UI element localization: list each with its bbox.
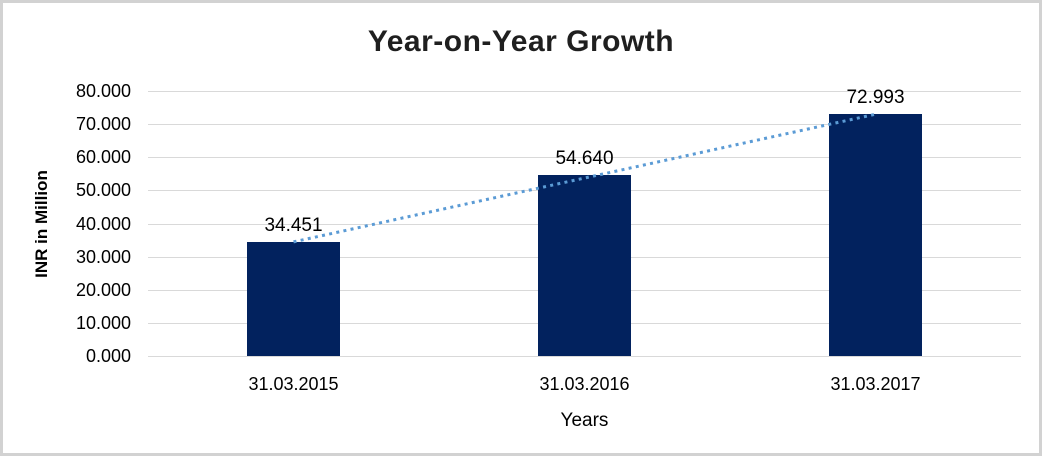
- y-tick-label: 20.000: [75, 279, 131, 300]
- y-axis-labels: 80.000 70.000 60.000 50.000 40.000 30.000 20.0…: [3, 3, 131, 453]
- y-tick-label: 0.000: [85, 346, 131, 366]
- gridline: [148, 356, 1021, 357]
- y-tick-label: 50.000: [75, 180, 131, 201]
- y-tick-label: 30.000: [75, 246, 131, 267]
- chart-title: Year-on-Year Growth: [367, 25, 675, 58]
- x-tick-label: 31.03.2015: [248, 374, 339, 394]
- bar: [247, 241, 340, 356]
- y-tick-label: 10.000: [75, 312, 131, 333]
- y-tick-label: 40.000: [75, 213, 131, 234]
- bar: [829, 114, 922, 356]
- bar-value-label: 72.993: [846, 87, 905, 109]
- plot-area: 34.451 54.640 72.993: [148, 87, 1021, 357]
- x-tick-label: 31.03.2016: [539, 374, 630, 394]
- bar: [538, 175, 631, 356]
- y-tick-label: 80.000: [75, 81, 131, 101]
- x-tick-label: 31.03.2017: [830, 374, 921, 394]
- y-tick-label: 70.000: [75, 114, 131, 135]
- bar-value-label: 34.451: [264, 214, 323, 236]
- bar-value-label: 54.640: [555, 148, 614, 169]
- gridline: [148, 91, 1021, 92]
- x-axis-title: Years: [560, 410, 609, 431]
- y-tick-label: 60.000: [75, 147, 131, 168]
- x-axis-labels: 31.03.2015 31.03.2016 31.03.2017: [148, 374, 1021, 398]
